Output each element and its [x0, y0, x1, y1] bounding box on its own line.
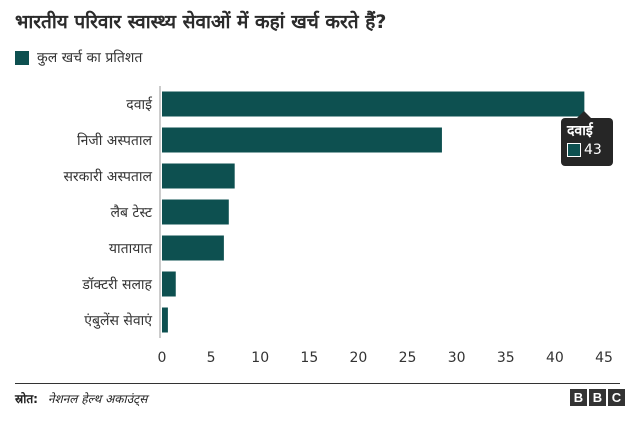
tooltip: दवाई 43	[561, 111, 613, 166]
tooltip-value-row: 43	[567, 142, 602, 158]
x-tick-label-8: 40	[546, 350, 564, 366]
chart-title: भारतीय परिवार स्वास्थ्य सेवाओं में कहां …	[15, 11, 387, 33]
bar-4[interactable]	[162, 235, 224, 261]
category-label-0: दवाई	[126, 96, 153, 113]
bar-0[interactable]	[162, 91, 585, 117]
x-tick-label-6: 30	[448, 350, 466, 366]
x-tick-label-4: 20	[350, 350, 368, 366]
legend-label: कुल खर्च का प्रतिशत	[37, 50, 143, 66]
x-tick-label-7: 35	[497, 350, 515, 366]
x-tick-label-5: 25	[399, 350, 417, 366]
category-label-1: निजी अस्पताल	[77, 132, 153, 149]
x-tick-label-0: 0	[158, 350, 167, 366]
bbc-logo-letter-b2: B	[589, 389, 606, 406]
tooltip-value: 43	[584, 142, 602, 158]
bar-2[interactable]	[162, 163, 235, 189]
bar-3[interactable]	[162, 199, 229, 225]
category-label-3: लैब टेस्ट	[111, 204, 153, 221]
bar-1[interactable]	[162, 127, 442, 153]
category-label-6: एंबुलेंस सेवाएं	[84, 312, 152, 329]
x-tick-label-9: 45	[595, 350, 613, 366]
bbc-logo: B B C	[570, 389, 625, 406]
bar-6[interactable]	[162, 307, 168, 333]
source-note: स्रोत: नेशनल हेल्थ अकाउंट्स	[15, 390, 147, 407]
category-label-2: सरकारी अस्पताल	[63, 168, 152, 185]
legend: कुल खर्च का प्रतिशत	[15, 48, 142, 67]
tooltip-label: दवाई	[567, 123, 593, 139]
category-label-5: डॉक्टरी सलाह	[81, 276, 152, 293]
category-label-4: यातायात	[109, 241, 153, 257]
source-text: नेशनल हेल्थ अकाउंट्स	[47, 392, 148, 406]
x-tick-label-3: 15	[300, 350, 318, 366]
footer-divider	[15, 383, 620, 384]
tooltip-swatch	[567, 143, 581, 157]
bbc-logo-letter-c: C	[608, 389, 625, 406]
bbc-logo-letter-b1: B	[570, 389, 587, 406]
legend-swatch	[15, 50, 29, 65]
x-tick-label-2: 10	[251, 350, 269, 366]
x-tick-label-1: 5	[207, 350, 216, 366]
bar-chart: दवाई निजी अस्पताल सरकारी अस्पताल लैब टेस्ट य…	[63, 86, 613, 366]
source-label: स्रोत:	[15, 392, 38, 406]
bar-5[interactable]	[162, 271, 176, 297]
